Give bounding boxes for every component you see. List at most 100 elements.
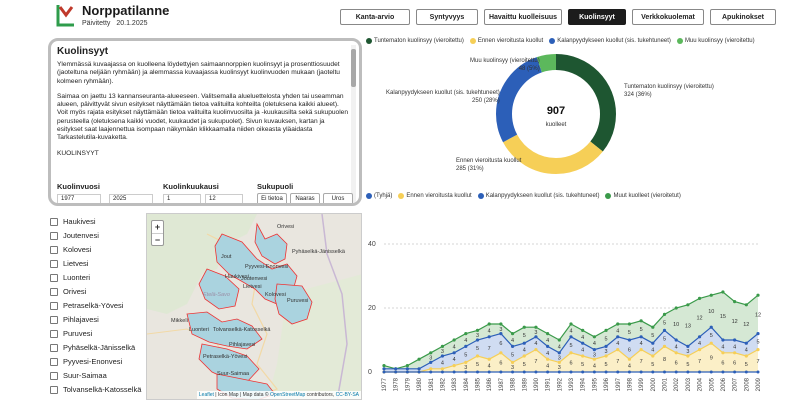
data-point[interactable] [662,344,667,348]
checkbox[interactable] [50,287,58,296]
tab-apukinokset[interactable]: Apukinokset [710,9,776,25]
data-point[interactable] [616,322,620,326]
data-point[interactable] [499,332,503,336]
data-point[interactable] [756,332,760,336]
data-point[interactable] [487,357,491,361]
tab-havaittu-kuolleisuus[interactable]: Havaittu kuolleisuus [484,9,562,25]
area-item-suur-saimaa[interactable]: Suur-Saimaa [50,371,107,380]
data-point[interactable] [733,370,737,374]
data-point[interactable] [569,322,573,326]
data-point[interactable] [581,370,585,374]
data-point[interactable] [709,325,713,329]
data-point[interactable] [475,328,480,332]
data-point[interactable] [744,354,748,358]
data-point[interactable] [721,351,725,355]
data-point[interactable] [627,357,632,361]
area-item-puruvesi[interactable]: Puruvesi [50,329,92,338]
data-point[interactable] [452,370,456,374]
checkbox[interactable] [50,217,58,226]
data-point[interactable] [499,351,503,355]
data-point[interactable] [674,306,678,310]
data-point[interactable] [382,370,386,374]
data-point[interactable] [511,370,515,374]
data-point[interactable] [569,351,573,355]
legend-item-tyhja[interactable]: (Tyhjä) [366,193,392,199]
data-point[interactable] [663,370,666,374]
data-point[interactable] [557,370,561,374]
data-point[interactable] [639,348,643,352]
data-point[interactable] [709,341,713,345]
data-point[interactable] [651,341,655,345]
data-point[interactable] [592,370,596,374]
data-point[interactable] [639,319,643,323]
legend-item-muut[interactable]: Muut kuolleet (vieroitetut) [605,193,681,199]
data-point[interactable] [698,370,702,374]
checkbox[interactable] [50,245,58,254]
data-point[interactable] [569,370,573,374]
area-item-luonteri[interactable]: Luonteri [50,273,90,282]
data-point[interactable] [452,364,456,368]
attribution-leaflet-link[interactable]: Leaflet [198,392,214,398]
data-point[interactable] [569,335,573,339]
data-point[interactable] [510,344,515,348]
data-point[interactable] [627,322,632,326]
data-point[interactable] [522,370,526,374]
sex-option-female[interactable]: Naaras [290,193,320,203]
legend-item-tuntematon[interactable]: Tuntematon kuolinsyy (vieroitettu) [366,38,464,44]
data-point[interactable] [452,338,456,342]
data-point[interactable] [429,360,433,364]
data-point[interactable] [616,370,620,374]
data-point[interactable] [534,348,538,352]
data-point[interactable] [721,290,725,294]
data-point[interactable] [464,332,468,336]
legend-item-kalanpyydys[interactable]: Kalanpyydykseen kuollut (sis. tukehtunee… [477,193,599,199]
data-point[interactable] [733,300,737,304]
map[interactable]: Pyhäselkä-Jänisselkä Orivesi Jout Pyyves… [146,213,362,400]
data-point[interactable] [510,360,515,364]
data-point[interactable] [522,341,526,345]
checkbox[interactable] [50,357,58,366]
data-point[interactable] [604,370,608,374]
data-point[interactable] [510,332,515,336]
area-item-pyhaselka-janisselka[interactable]: Pyhäselkä-Jänisselkä [50,343,135,352]
data-point[interactable] [604,344,608,348]
attribution-osm-link[interactable]: OpenStreetMap [269,392,306,398]
data-point[interactable] [464,360,468,364]
data-point[interactable] [639,370,643,374]
data-point[interactable] [604,328,608,332]
data-point[interactable] [487,322,491,326]
area-item-lietvesi[interactable]: Lietvesi [50,259,88,268]
data-point[interactable] [604,354,608,358]
info-scrollbar[interactable] [351,45,356,203]
donut-slice[interactable] [496,54,616,174]
data-point[interactable] [674,370,678,374]
data-point[interactable] [592,335,596,339]
data-point[interactable] [440,354,445,358]
checkbox[interactable] [50,371,58,380]
data-point[interactable] [546,357,550,361]
month-to-input[interactable]: 12 [205,194,243,203]
data-point[interactable] [744,341,748,345]
data-point[interactable] [709,293,713,297]
data-point[interactable] [475,338,480,342]
data-point[interactable] [417,370,421,374]
area-item-pihlajavesi[interactable]: Pihlajavesi [50,315,99,324]
data-point[interactable] [733,338,737,342]
legend-item-ennen-vieroitusta[interactable]: Ennen vieroitusta kuollut [469,38,543,44]
data-point[interactable] [686,303,690,307]
data-point[interactable] [546,344,550,348]
data-point[interactable] [686,370,690,374]
data-point[interactable] [581,341,585,345]
data-point[interactable] [592,357,596,361]
scrollbar-thumb[interactable] [351,49,356,87]
data-point[interactable] [417,357,421,361]
year-from-input[interactable]: 1977 [57,194,101,203]
data-point[interactable] [721,370,725,374]
area-item-petraselka-yovesi[interactable]: Petraselkä-Yövesi [50,301,123,310]
data-point[interactable] [405,364,409,368]
area-item-haukivesi[interactable]: Haukivesi [50,217,96,226]
data-point[interactable] [627,338,632,342]
data-point[interactable] [534,335,538,339]
data-point[interactable] [522,354,526,358]
sex-option-unknown[interactable]: Ei tietoa [257,193,287,203]
